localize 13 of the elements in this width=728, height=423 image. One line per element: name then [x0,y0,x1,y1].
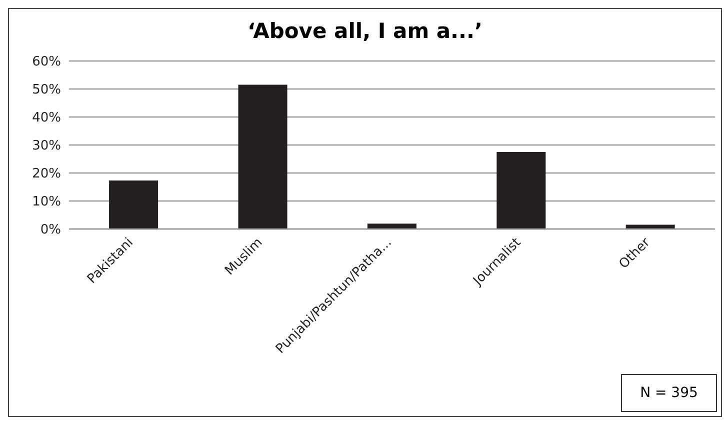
y-tick-label: 0% [40,222,61,238]
y-tick-label: 40% [32,110,61,126]
text: N = 395 [621,374,717,412]
y-tick-label: 30% [32,138,61,154]
chart-title: ‘Above all, I am a...’ [246,19,484,45]
y-tick-label: 20% [32,166,61,182]
bar [238,84,288,229]
bar [367,224,416,229]
bar [109,180,158,229]
bar [496,152,546,229]
y-tick-label: 10% [32,194,61,210]
y-tick-label: 60% [32,54,61,70]
y-tick-label: 50% [32,82,61,98]
